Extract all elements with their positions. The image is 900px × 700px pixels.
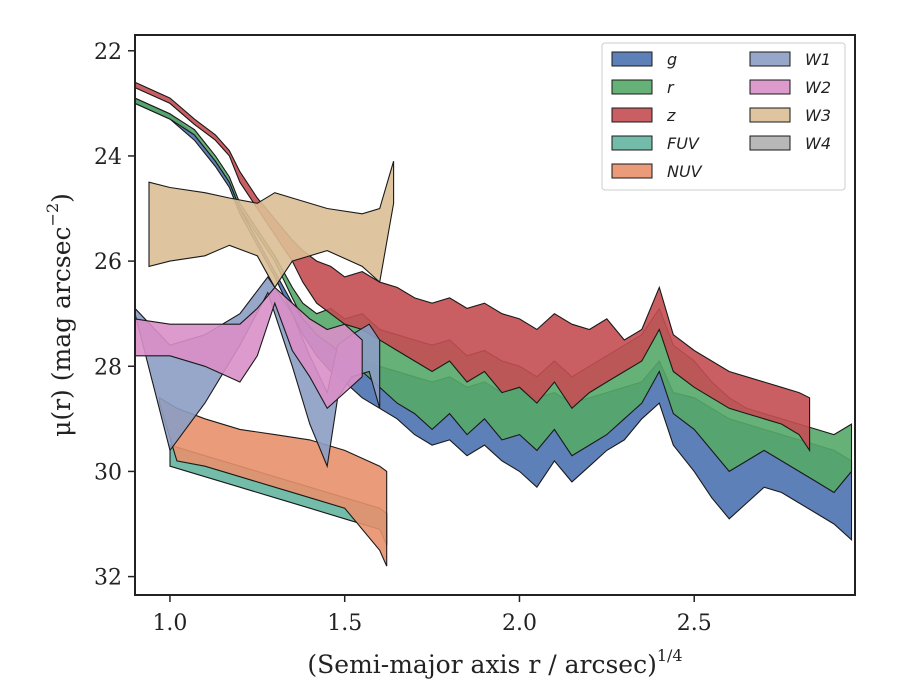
- area-z: [135, 81, 811, 453]
- legend-swatch-w4: [749, 135, 791, 151]
- x-tick-label: 1.5: [327, 611, 362, 636]
- x-axis-title: (Semi-major axis r / arcsec)1/4: [307, 646, 682, 679]
- legend-label-w3: W3: [805, 106, 831, 125]
- y-tick-label: 28: [94, 355, 122, 380]
- legend-label-w1: W1: [805, 50, 831, 69]
- legend: grz FUV NUV W1 W2 W3 W4: [601, 42, 846, 191]
- y-tick-label: 22: [94, 40, 122, 65]
- legend-swatch-nuv: [611, 163, 653, 179]
- legend-swatch-w1: [749, 51, 791, 67]
- legend-swatch-w3: [749, 107, 791, 123]
- legend-label-w2: W2: [805, 78, 831, 97]
- y-axis-ticks: 22 24 26 28 30 32: [94, 40, 135, 591]
- x-tick-label: 1.0: [152, 611, 187, 636]
- area-w2: [135, 286, 363, 410]
- area-nuv: [158, 396, 388, 567]
- x-tick-label: 2.0: [502, 611, 537, 636]
- legend-label-fuv: FUV: [667, 134, 700, 153]
- y-tick-label: 30: [94, 460, 122, 485]
- y-tick-label: 24: [94, 145, 122, 170]
- y-tick-label: 26: [94, 250, 122, 275]
- x-axis-ticks: 1.0 1.5 2.0 2.5: [152, 595, 712, 636]
- area-w3: [148, 161, 395, 289]
- legend-swatch-fuv: [611, 135, 653, 151]
- y-tick-label: 32: [94, 566, 122, 591]
- legend-swatch-g: [611, 51, 653, 67]
- legend-swatch-r: [611, 79, 653, 95]
- legend-label-nuv: NUV: [667, 162, 703, 181]
- legend-label-z: z: [666, 106, 676, 125]
- legend-label-r: r: [667, 78, 675, 97]
- legend-label-w4: W4: [805, 134, 831, 153]
- y-axis-title: μ(r) (mag arcsec−2): [43, 193, 76, 437]
- x-tick-label: 2.5: [677, 611, 712, 636]
- series-areas: [135, 81, 853, 567]
- legend-swatch-w2: [749, 79, 791, 95]
- legend-label-g: g: [667, 50, 677, 69]
- plot-frame: [134, 34, 856, 596]
- legend-swatch-z: [611, 107, 653, 123]
